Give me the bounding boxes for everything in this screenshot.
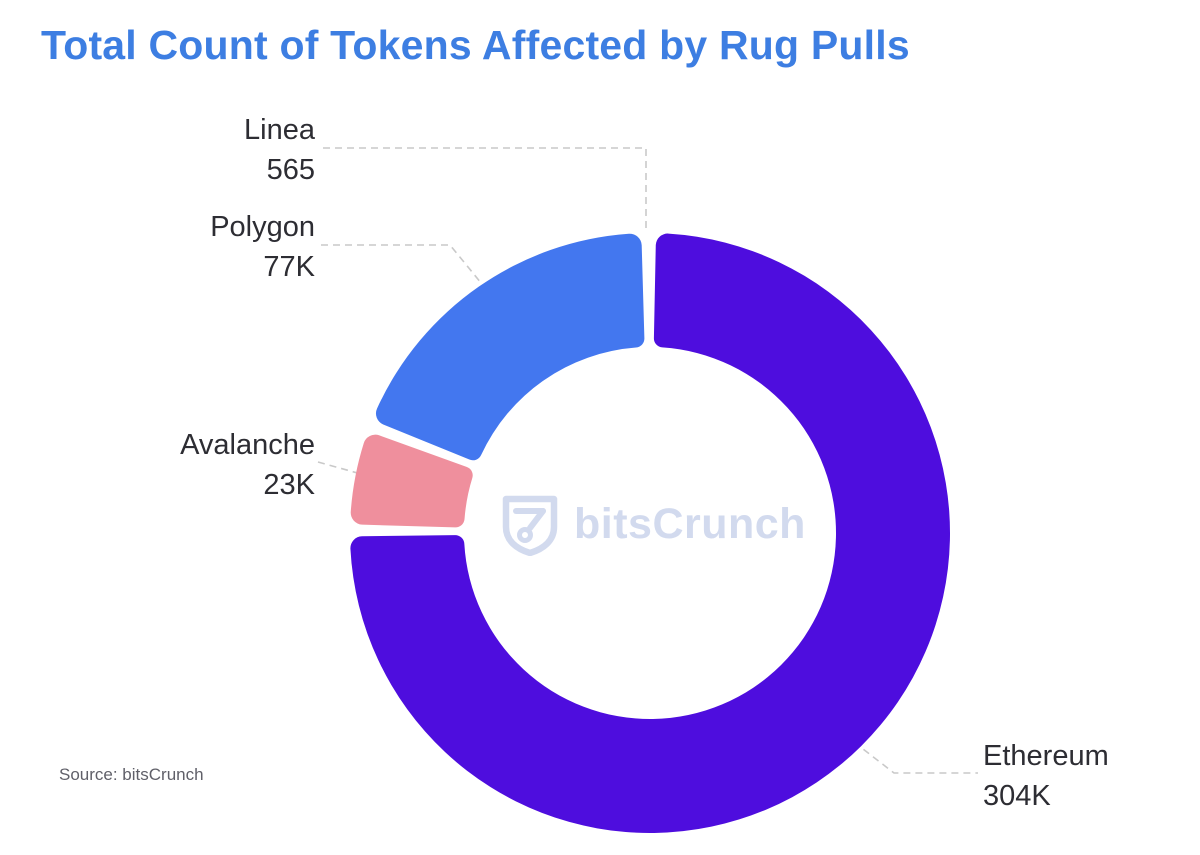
donut-segment-avalanche[interactable] [350, 434, 473, 528]
label-ethereum-value: 304K [983, 780, 1051, 812]
label-polygon-name: Polygon [210, 211, 315, 243]
label-avalanche: Avalanche 23K [55, 425, 315, 505]
leader-line-ethereum [853, 741, 978, 774]
chart-title: Total Count of Tokens Affected by Rug Pu… [41, 22, 910, 68]
label-avalanche-name: Avalanche [180, 429, 315, 461]
label-ethereum-name: Ethereum [983, 740, 1109, 772]
bitscrunch-shield-icon [502, 495, 558, 556]
label-polygon-value: 77K [263, 251, 315, 283]
source-text: Source: bitsCrunch [59, 765, 204, 784]
watermark: bitsCrunch [501, 491, 806, 557]
leader-line-avalanche [317, 461, 362, 475]
label-linea-value: 565 [266, 154, 315, 186]
watermark-text: bitsCrunch [574, 499, 806, 548]
label-linea-name: Linea [244, 114, 315, 146]
leader-line-polygon [321, 244, 487, 290]
label-linea: Linea 565 [55, 110, 315, 190]
label-avalanche-value: 23K [263, 469, 315, 501]
donut-segment-ethereum[interactable] [350, 233, 951, 833]
leader-line-linea [323, 147, 647, 228]
label-polygon: Polygon 77K [55, 207, 315, 287]
donut-chart [350, 233, 951, 833]
label-ethereum: Ethereum 304K [983, 736, 1193, 816]
donut-segment-polygon[interactable] [375, 233, 645, 461]
